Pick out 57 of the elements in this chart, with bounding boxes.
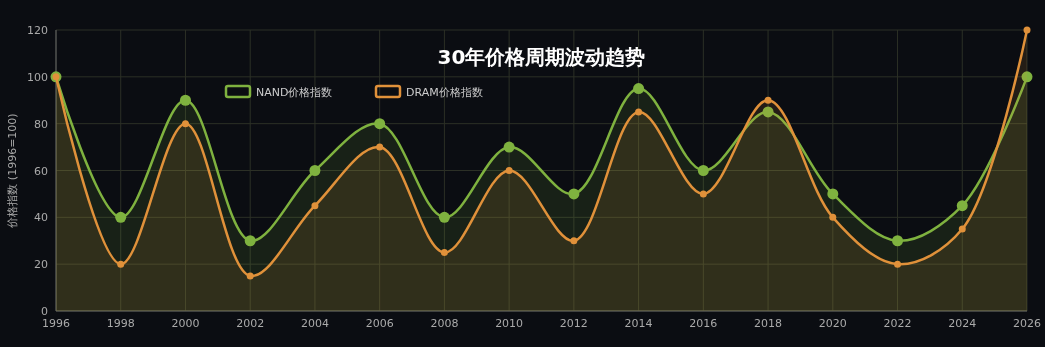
y-tick-label: 120 (27, 24, 48, 37)
text: 30年价格周期波动趋势 (437, 45, 646, 69)
point (503, 141, 515, 153)
point (244, 235, 256, 247)
x-tick-label: 2026 (1013, 317, 1041, 330)
x-tick-label: 2014 (624, 317, 653, 330)
point (1023, 26, 1031, 34)
legend-label: NAND价格指数 (256, 86, 333, 99)
point (829, 213, 837, 221)
point (438, 211, 450, 223)
point (376, 143, 384, 151)
x-tick-label: 2020 (818, 317, 847, 330)
point (764, 96, 772, 104)
x-tick-label: 2016 (689, 317, 718, 330)
point (699, 190, 707, 198)
point (762, 106, 774, 118)
x-tick-label: 2018 (754, 317, 783, 330)
point (181, 120, 189, 128)
point (179, 94, 191, 106)
x-tick-label: 1996 (42, 317, 70, 330)
point (892, 235, 904, 247)
x-tick-label: 2000 (171, 317, 200, 330)
point (635, 108, 643, 116)
y-tick-label: 0 (41, 305, 48, 318)
point (958, 225, 966, 233)
point (570, 237, 578, 245)
x-tick-label: 2004 (300, 317, 329, 330)
point (115, 211, 127, 223)
x-tick-label: 2022 (883, 317, 912, 330)
y-tick-label: 20 (34, 258, 48, 272)
point (505, 167, 513, 174)
x-tick-label: 2008 (430, 317, 459, 330)
x-tick-label: 2006 (365, 317, 394, 330)
y-axis-title: 价格指数 (1996=100) (6, 113, 19, 229)
point (894, 260, 902, 268)
y-tick-label: 100 (27, 70, 48, 84)
point (374, 118, 386, 130)
x-tick-label: 2002 (236, 317, 265, 330)
point (956, 200, 968, 212)
x-tick-label: 2012 (559, 317, 588, 330)
y-tick-label: 60 (34, 164, 48, 178)
point (697, 165, 709, 176)
point (827, 188, 839, 200)
point (633, 83, 645, 95)
y-tick-label: 40 (34, 211, 48, 225)
point (311, 202, 319, 210)
point (246, 272, 254, 280)
point (440, 248, 448, 256)
point (1021, 71, 1033, 83)
point (568, 188, 580, 200)
y-tick-label: 80 (34, 117, 48, 131)
x-tick-label: 2010 (495, 317, 524, 330)
x-tick-label: 1998 (106, 317, 135, 330)
legend-label: DRAM价格指数 (406, 86, 483, 99)
x-tick-label: 2024 (948, 317, 977, 330)
point (309, 165, 321, 176)
point (117, 260, 125, 268)
